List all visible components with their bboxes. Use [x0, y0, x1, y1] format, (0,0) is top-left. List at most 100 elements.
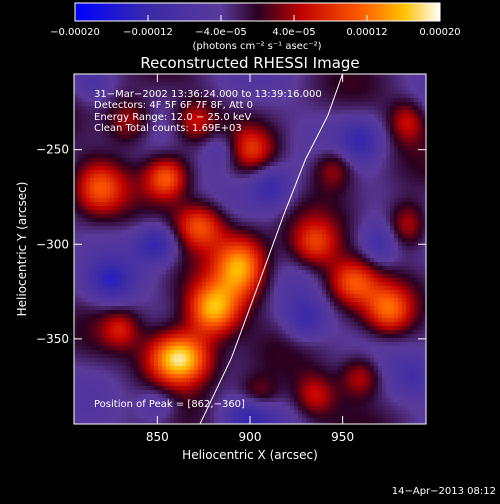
heatmap-cell — [350, 210, 355, 215]
heatmap-cell — [414, 110, 419, 115]
heatmap-cell — [314, 194, 319, 199]
heatmap-cell — [126, 146, 131, 151]
heatmap-cell — [182, 78, 187, 83]
heatmap-cell — [290, 138, 295, 143]
heatmap-cell — [206, 182, 211, 187]
heatmap-cell — [270, 78, 275, 83]
heatmap-cell — [110, 234, 115, 239]
heatmap-cell — [158, 226, 163, 231]
heatmap-cell — [274, 214, 279, 219]
heatmap-cell — [202, 174, 207, 179]
heatmap-cell — [250, 222, 255, 227]
heatmap-cell — [290, 246, 295, 251]
heatmap-cell — [218, 286, 223, 291]
heatmap-cell — [386, 162, 391, 167]
heatmap-cell — [134, 250, 139, 255]
heatmap-cell — [298, 78, 303, 83]
heatmap-cell — [94, 190, 99, 195]
heatmap-cell — [330, 198, 335, 203]
heatmap-cell — [262, 186, 267, 191]
heatmap-cell — [222, 234, 227, 239]
colorbar-tick-label: −0.00012 — [123, 27, 173, 38]
heatmap-cell — [234, 190, 239, 195]
heatmap-cell — [274, 246, 279, 251]
heatmap-cell — [270, 110, 275, 115]
heatmap-cell — [358, 182, 363, 187]
heatmap-cell — [206, 158, 211, 163]
heatmap-cell — [378, 258, 383, 263]
heatmap-cell — [402, 110, 407, 115]
heatmap-cell — [238, 158, 243, 163]
heatmap-cell — [74, 122, 79, 127]
heatmap-cell — [342, 290, 347, 295]
heatmap-cell — [90, 234, 95, 239]
heatmap-cell — [390, 218, 395, 223]
heatmap-cell — [142, 74, 147, 79]
heatmap-cell — [242, 282, 247, 287]
heatmap-cell — [294, 82, 299, 87]
heatmap-cell — [146, 290, 151, 295]
heatmap-cell — [130, 74, 135, 79]
heatmap-cell — [238, 294, 243, 299]
heatmap-cell — [230, 174, 235, 179]
heatmap-cell — [354, 102, 359, 107]
heatmap-cell — [86, 278, 91, 283]
heatmap-cell — [366, 190, 371, 195]
heatmap-cell — [314, 210, 319, 215]
heatmap-cell — [378, 170, 383, 175]
heatmap-cell — [342, 274, 347, 279]
heatmap-cell — [338, 210, 343, 215]
heatmap-cell — [114, 294, 119, 299]
heatmap-cell — [182, 186, 187, 191]
heatmap-cell — [142, 202, 147, 207]
heatmap-cell — [374, 134, 379, 139]
heatmap-cell — [418, 74, 423, 79]
heatmap-cell — [322, 174, 327, 179]
heatmap-cell — [330, 142, 335, 147]
heatmap-cell — [334, 254, 339, 259]
heatmap-cell — [374, 190, 379, 195]
heatmap-cell — [146, 230, 151, 235]
heatmap-cell — [246, 234, 251, 239]
heatmap-cell — [410, 142, 415, 147]
heatmap-cell — [314, 222, 319, 227]
heatmap-cell — [246, 282, 251, 287]
heatmap-cell — [238, 138, 243, 143]
heatmap-cell — [298, 186, 303, 191]
heatmap-cell — [366, 158, 371, 163]
heatmap-cell — [298, 254, 303, 259]
heatmap-cell — [234, 218, 239, 223]
heatmap-cell — [78, 262, 83, 267]
heatmap-cell — [110, 138, 115, 143]
heatmap-cell — [226, 282, 231, 287]
heatmap-cell — [130, 142, 135, 147]
heatmap-cell — [258, 150, 263, 155]
heatmap-cell — [334, 142, 339, 147]
heatmap-cell — [358, 118, 363, 123]
heatmap-cell — [202, 78, 207, 83]
heatmap-cell — [182, 142, 187, 147]
heatmap-cell — [410, 190, 415, 195]
heatmap-cell — [138, 286, 143, 291]
heatmap-cell — [302, 270, 307, 275]
heatmap-cell — [298, 278, 303, 283]
heatmap-cell — [394, 142, 399, 147]
heatmap-cell — [246, 162, 251, 167]
heatmap-cell — [330, 266, 335, 271]
heatmap-cell — [202, 194, 207, 199]
heatmap-cell — [262, 102, 267, 107]
heatmap-cell — [226, 238, 231, 243]
heatmap-cell — [298, 234, 303, 239]
heatmap-cell — [246, 178, 251, 183]
heatmap-cell — [302, 234, 307, 239]
heatmap-cell — [286, 82, 291, 87]
heatmap-cell — [182, 226, 187, 231]
heatmap-cell — [334, 226, 339, 231]
heatmap-cell — [78, 74, 83, 79]
heatmap-cell — [374, 266, 379, 271]
heatmap-cell — [286, 210, 291, 215]
heatmap-cell — [394, 294, 399, 299]
heatmap-cell — [142, 278, 147, 283]
heatmap-cell — [174, 74, 179, 79]
heatmap-cell — [138, 150, 143, 155]
